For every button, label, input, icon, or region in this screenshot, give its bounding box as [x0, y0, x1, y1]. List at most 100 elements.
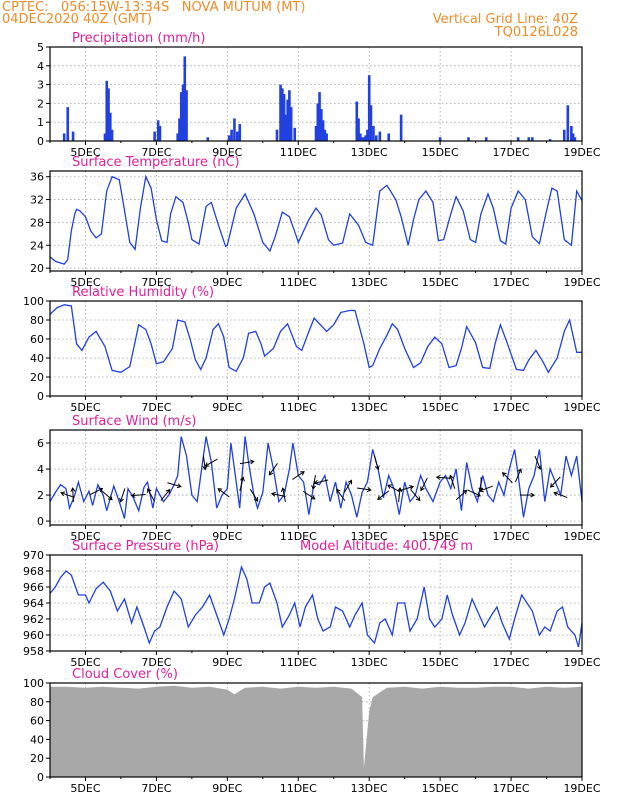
precip-bar — [316, 103, 320, 141]
precip-bar — [399, 114, 403, 141]
y-tick-label: 3 — [37, 79, 44, 92]
wind-arrow-head — [310, 495, 316, 500]
x-tick-label: 5DEC — [70, 146, 100, 159]
precip-bar — [227, 135, 231, 141]
panel-annotation: Model Altitude: 400.749 m — [300, 539, 473, 554]
precip-bar — [355, 101, 359, 141]
x-tick-label: 11DEC — [280, 401, 317, 414]
panel-title: Cloud Cover (%) — [72, 667, 178, 682]
panel-frame — [49, 429, 583, 526]
precip-bar — [233, 118, 236, 141]
wind-arrow-head — [501, 471, 507, 477]
precip-bar — [176, 133, 179, 141]
panel-title: Surface Temperature (nC) — [72, 155, 240, 170]
precip-bar — [286, 99, 289, 141]
x-tick-label: 15DEC — [422, 401, 459, 414]
precip-bar — [206, 137, 210, 141]
wind-arrow — [72, 488, 74, 503]
precip-bar — [105, 80, 109, 141]
wind-arrow-head — [217, 488, 223, 493]
wind-arrow — [101, 490, 113, 501]
x-tick-label: 13DEC — [351, 782, 388, 795]
wind-arrow — [449, 475, 456, 489]
precip-bar — [323, 129, 327, 141]
x-tick-label: 19DEC — [563, 530, 600, 543]
x-tick-label: 7DEC — [141, 401, 171, 414]
x-tick-label: 9DEC — [212, 146, 242, 159]
x-tick-label: 19DEC — [563, 276, 600, 289]
x-tick-label: 17DEC — [493, 656, 530, 669]
y-tick-label: 0 — [37, 771, 44, 784]
x-tick-label: 11DEC — [280, 530, 317, 543]
y-tick-label: 960 — [23, 629, 44, 642]
series-line — [49, 304, 582, 374]
x-tick-label: 9DEC — [212, 276, 242, 289]
wind-arrow-head — [176, 483, 182, 489]
precip-bar — [516, 137, 520, 141]
precip-bar — [314, 125, 318, 141]
precip-bar — [364, 135, 367, 141]
y-tick-label: 32 — [30, 194, 44, 207]
precip-bar — [156, 120, 160, 141]
wind-arrow-head — [130, 492, 136, 498]
wind-arrow-head — [311, 485, 317, 490]
wind-arrow-head — [313, 480, 319, 485]
wind-arrow-head — [240, 476, 245, 482]
wind-arrow-head — [387, 484, 392, 489]
x-tick-label: 17DEC — [493, 146, 530, 159]
precip-bar — [230, 129, 233, 141]
panel-6: 0 20 40 60 80 100 5DEC 7DEC 9DEC 11DEC 13DEC 15DEC 1… — [23, 667, 601, 795]
precip-bar — [284, 114, 288, 141]
x-tick-label: 9DEC — [212, 401, 242, 414]
precip-bar — [321, 120, 325, 141]
precip-bar — [185, 90, 188, 141]
wind-arrow — [239, 460, 254, 465]
precip-bar — [279, 84, 282, 141]
wind-arrow-head — [336, 488, 341, 494]
wind-arrow-head — [253, 496, 259, 502]
x-tick-label: 15DEC — [422, 656, 459, 669]
wind-arrow-head — [165, 488, 171, 494]
panel-title: Surface Wind (m/s) — [72, 414, 196, 429]
wind-arrow — [373, 455, 379, 470]
wind-arrow-head — [249, 459, 255, 465]
wind-arrow-head — [108, 495, 113, 501]
x-tick-label: 15DEC — [422, 530, 459, 543]
precip-bar — [153, 131, 156, 141]
wind-arrow-head — [517, 468, 522, 474]
wind-arrow — [239, 477, 244, 492]
x-tick-label: 7DEC — [141, 530, 171, 543]
x-tick-label: 9DEC — [212, 656, 242, 669]
y-tick-label: 2 — [37, 489, 44, 502]
panel-3: 0 20 40 60 80 100 5DEC 7DEC 9DEC 11DEC 13DEC 15DEC 1… — [23, 285, 601, 414]
precip-bar — [438, 137, 442, 141]
x-tick-label: 13DEC — [351, 146, 388, 159]
y-tick-label: 968 — [23, 565, 44, 578]
wind-arrow-head — [347, 479, 353, 485]
wind-arrow — [160, 489, 171, 501]
wind-arrow-head — [270, 491, 276, 497]
x-tick-label: 5DEC — [70, 656, 100, 669]
x-tick-label: 19DEC — [563, 146, 600, 159]
wind-arrow — [292, 471, 305, 480]
precip-bar — [62, 133, 66, 141]
wind-arrow-head — [553, 491, 559, 497]
panel-frame — [49, 300, 583, 397]
precip-bar — [181, 84, 185, 141]
wind-arrow-head — [549, 483, 555, 488]
y-tick-label: 5 — [37, 41, 44, 54]
precip-bar — [366, 129, 369, 141]
wind-arrow — [534, 455, 541, 470]
panel-frame — [49, 46, 583, 142]
wind-arrow-head — [202, 465, 208, 471]
wind-arrow-head — [478, 487, 484, 493]
wind-arrow — [514, 468, 522, 483]
precip-bar — [362, 137, 366, 141]
x-tick-label: 15DEC — [422, 276, 459, 289]
x-tick-label: 7DEC — [141, 276, 171, 289]
wind-arrow — [314, 479, 329, 484]
precip-bar — [66, 107, 70, 141]
wind-arrow-head — [435, 474, 441, 480]
wind-arrow — [336, 489, 346, 502]
